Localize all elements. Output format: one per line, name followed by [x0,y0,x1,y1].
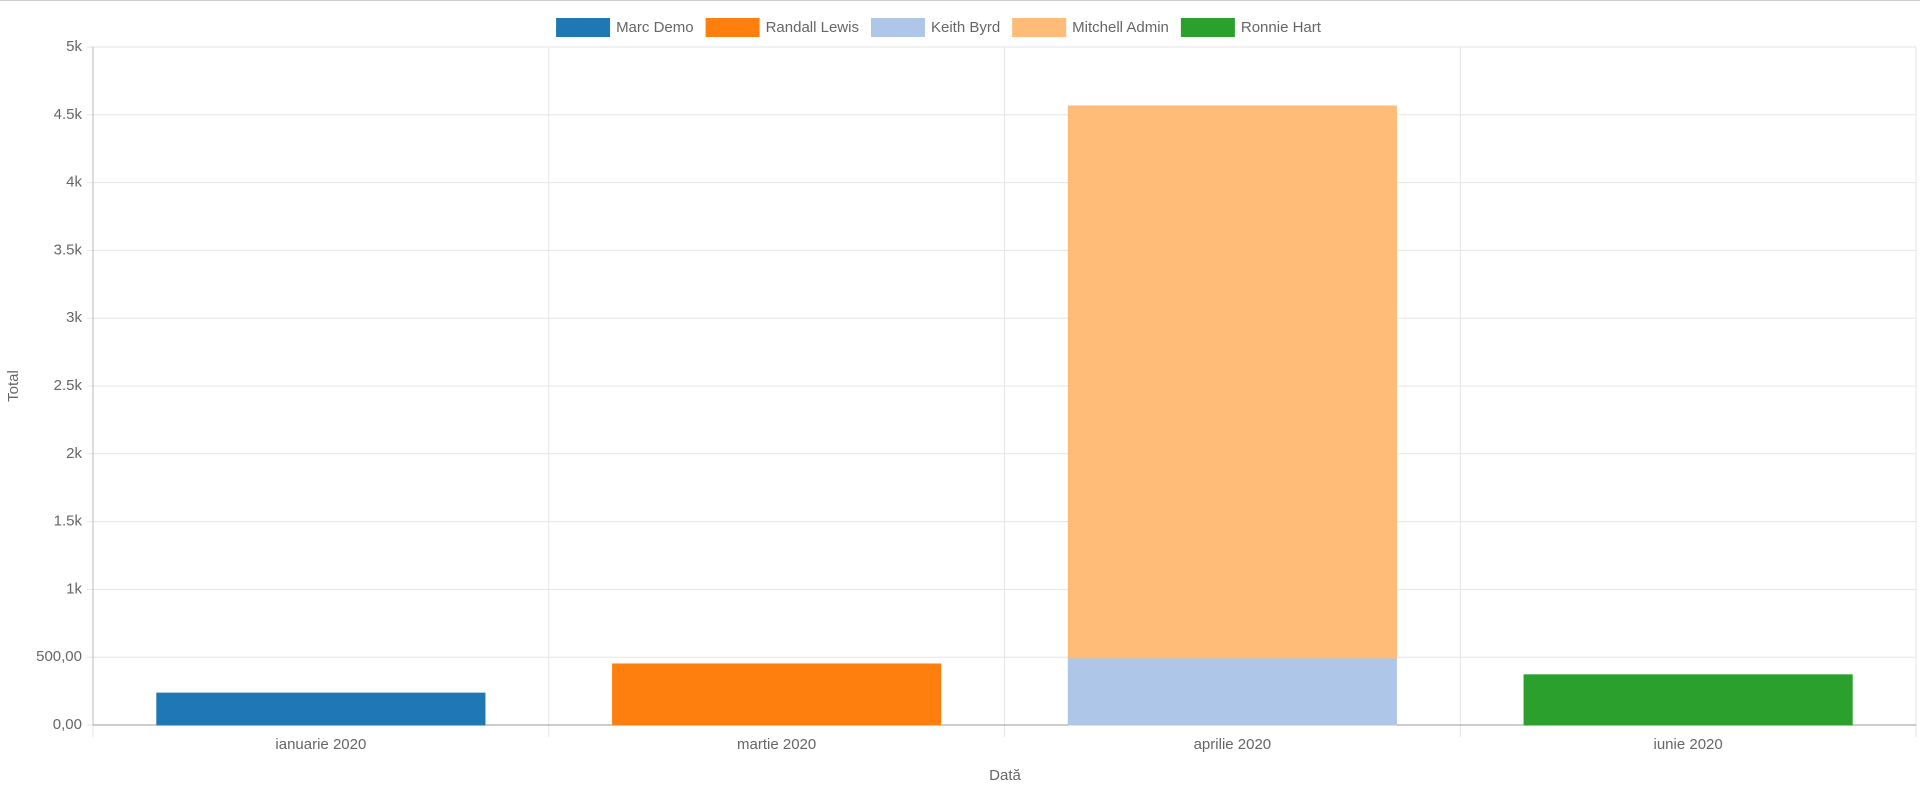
y-tick-label: 0,00 [53,716,82,733]
legend-swatch [705,18,760,37]
bar-segment [1523,674,1853,726]
legend-swatch [556,18,611,37]
legend-swatch [870,18,925,37]
x-tick-label: martie 2020 [737,736,816,753]
legend-label: Keith Byrd [931,19,1000,36]
bar-segment [1067,105,1397,659]
legend-swatch [1012,18,1067,37]
x-tick-label: iunie 2020 [1654,736,1723,753]
legend-label: Ronnie Hart [1241,19,1322,36]
y-tick-label: 5k [66,38,82,55]
y-tick-label: 4.5k [54,106,83,123]
y-axis-title: Total [5,370,22,402]
bar-segment [156,692,486,726]
bar-segment [1067,657,1397,726]
y-tick-label: 3.5k [54,241,83,258]
bar-segment [612,663,942,726]
y-tick-label: 4k [66,174,82,191]
x-tick-label: aprilie 2020 [1194,736,1272,753]
y-tick-label: 2.5k [54,377,83,394]
y-tick-label: 3k [66,309,82,326]
legend-label: Mitchell Admin [1072,19,1169,36]
legend-label: Randall Lewis [766,19,859,36]
legend-swatch [1180,18,1235,37]
x-tick-label: ianuarie 2020 [275,736,366,753]
y-tick-label: 1.5k [54,513,83,530]
y-tick-label: 500,00 [36,648,82,665]
x-axis-title: Dată [989,767,1021,784]
y-tick-label: 1k [66,580,82,597]
legend-label: Marc Demo [616,19,694,36]
y-tick-label: 2k [66,445,82,462]
